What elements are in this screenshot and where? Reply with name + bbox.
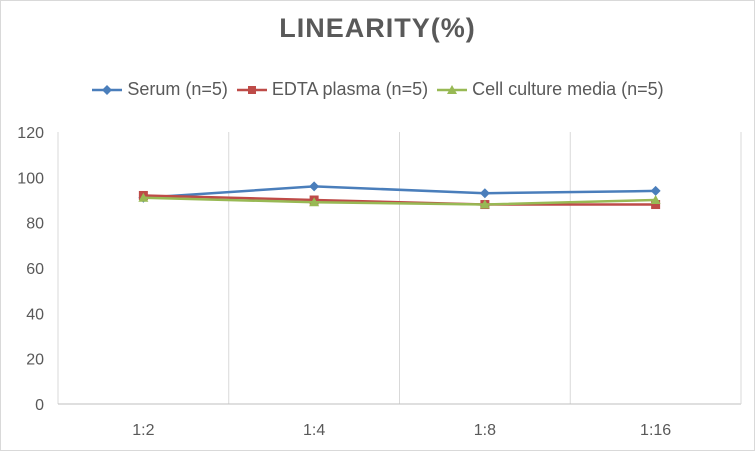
- x-tick-label: 1:4: [303, 422, 325, 439]
- y-tick-label: 80: [26, 216, 44, 233]
- y-tick-label: 40: [26, 306, 44, 323]
- data-point-square: [651, 200, 661, 210]
- legend-item-serum: Serum (n=5): [91, 79, 228, 100]
- legend-item-cell-culture-media: Cell culture media (n=5): [436, 79, 664, 100]
- legend-marker-serum: [92, 84, 123, 95]
- chart-title: LINEARITY(%): [279, 13, 476, 43]
- y-tick-label: 60: [26, 261, 44, 278]
- legend-marker-edta-plasma: [236, 85, 267, 94]
- data-point-triangle: [650, 195, 661, 204]
- legend-item-edta-plasma: EDTA plasma (n=5): [236, 79, 428, 100]
- y-tick-label: 120: [17, 125, 44, 142]
- y-tick-label: 20: [26, 352, 44, 369]
- x-tick-label: 1:16: [640, 422, 671, 439]
- series-line-0: [143, 185, 656, 199]
- legend-marker-cell-culture-media: [437, 84, 468, 94]
- x-tick-label: 1:2: [132, 422, 154, 439]
- legend-label-edta-plasma: EDTA plasma (n=5): [271, 79, 429, 99]
- legend-label-serum: Serum (n=5): [127, 79, 228, 99]
- y-tick-label: 100: [17, 170, 44, 187]
- legend-label-cell-culture-media: Cell culture media (n=5): [472, 79, 664, 99]
- data-point-diamond: [650, 185, 661, 196]
- y-tick-label: 0: [35, 397, 44, 414]
- data-point-diamond: [309, 181, 320, 192]
- series-line-2: [143, 196, 656, 206]
- data-point-triangle: [138, 192, 149, 202]
- legend: Serum (n=5) EDTA plasma (n=5) Cell cultu…: [1, 79, 754, 100]
- data-point-triangle: [309, 197, 320, 207]
- data-point-diamond: [479, 188, 490, 199]
- data-point-triangle: [479, 199, 490, 209]
- x-tick-label: 1:8: [474, 422, 496, 439]
